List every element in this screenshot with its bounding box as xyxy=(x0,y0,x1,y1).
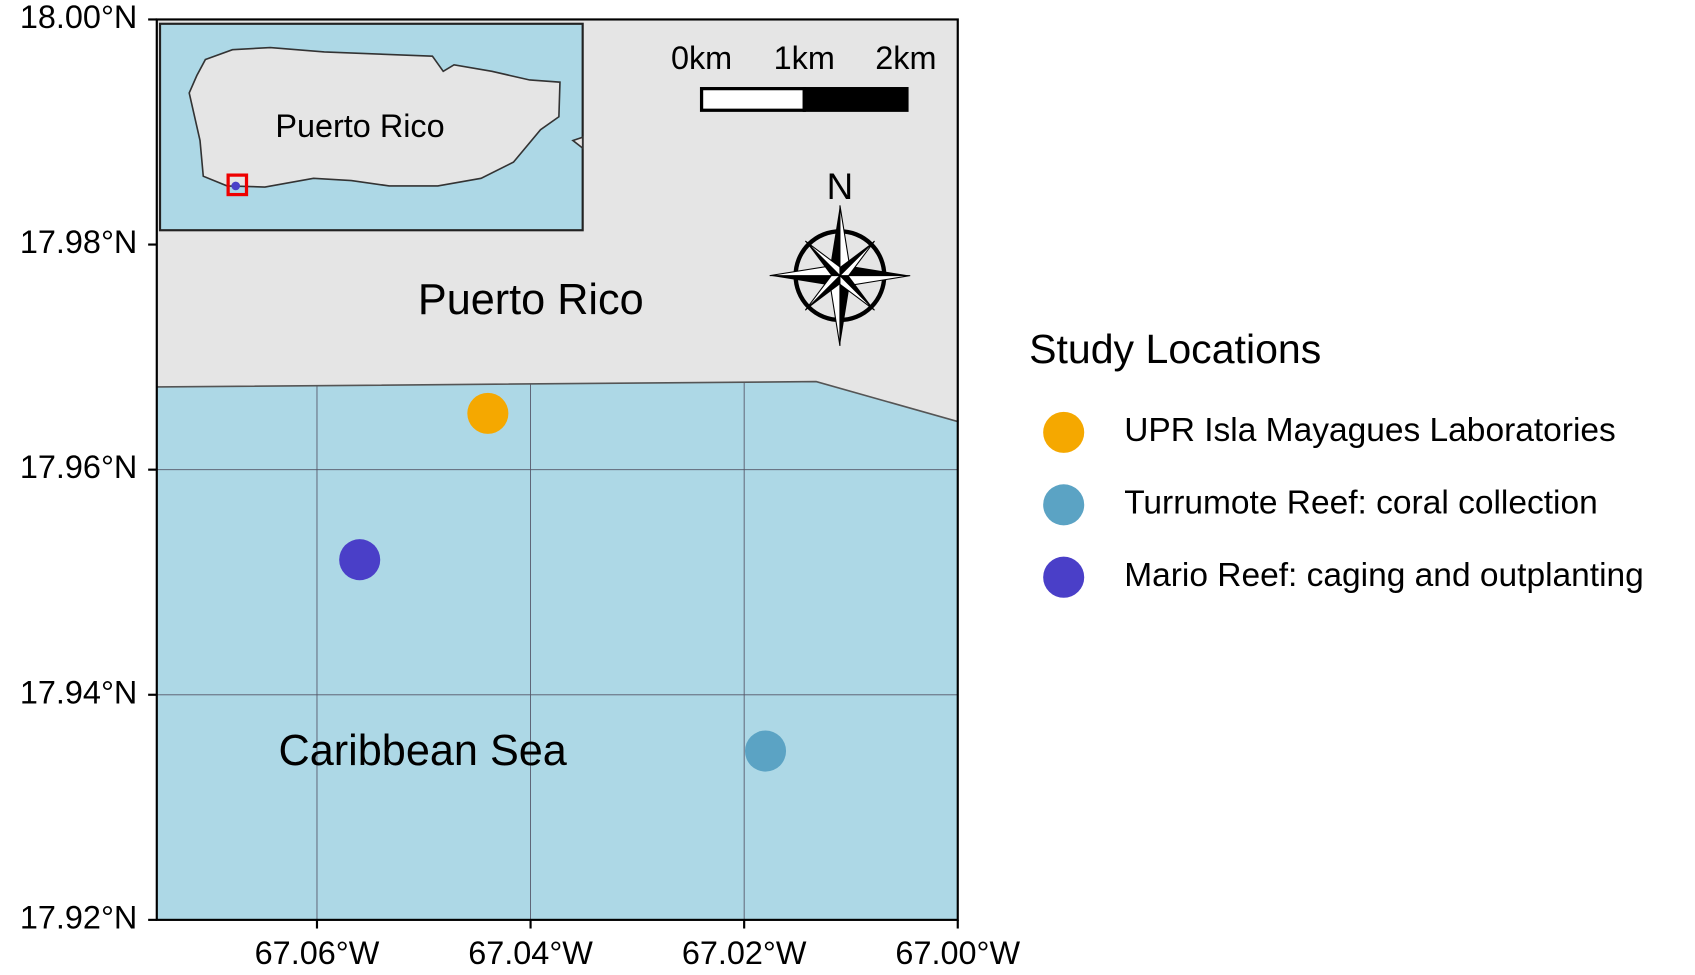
legend-title: Study Locations xyxy=(1029,326,1321,372)
legend-label: UPR Isla Mayagues Laboratories xyxy=(1124,412,1616,449)
scale-label: 0km xyxy=(671,40,732,76)
legend-label: Mario Reef: caging and outplanting xyxy=(1124,557,1644,594)
sea-label: Caribbean Sea xyxy=(279,727,568,775)
scale-bar: 0km 1km 2km xyxy=(671,40,936,112)
legend-swatch xyxy=(1043,411,1085,453)
inset-point xyxy=(231,181,241,191)
x-tick-label: 67.02°W xyxy=(682,935,807,971)
inset-islet xyxy=(571,136,584,150)
north-label: N xyxy=(827,166,854,207)
inset-label: Puerto Rico xyxy=(275,108,444,144)
x-tick-label: 67.00°W xyxy=(895,935,1020,971)
y-tick-label: 17.94°N xyxy=(20,674,137,710)
inset: Puerto Rico xyxy=(158,22,584,232)
legend-label: Turrumote Reef: coral collection xyxy=(1124,485,1598,522)
site-point xyxy=(339,539,381,581)
site-point xyxy=(467,392,509,434)
north-arrow: N xyxy=(769,166,911,346)
scale-label: 2km xyxy=(875,40,936,76)
y-tick-label: 17.96°N xyxy=(20,449,137,485)
inset-land xyxy=(188,46,561,188)
site-point xyxy=(744,730,787,772)
legend-swatch xyxy=(1043,556,1085,598)
scale-segment xyxy=(699,87,806,112)
scale-segment xyxy=(802,87,909,112)
legend-swatch xyxy=(1043,484,1085,526)
scale-label: 1km xyxy=(774,40,835,76)
inset-highlight xyxy=(226,173,249,197)
y-tick-label: 17.98°N xyxy=(20,224,137,260)
land-label: Puerto Rico xyxy=(418,276,644,324)
x-tick-label: 67.06°W xyxy=(255,935,380,971)
y-tick-label: 18.00°N xyxy=(20,0,137,35)
x-tick-label: 67.04°W xyxy=(468,935,593,971)
y-tick-label: 17.92°N xyxy=(20,899,137,935)
